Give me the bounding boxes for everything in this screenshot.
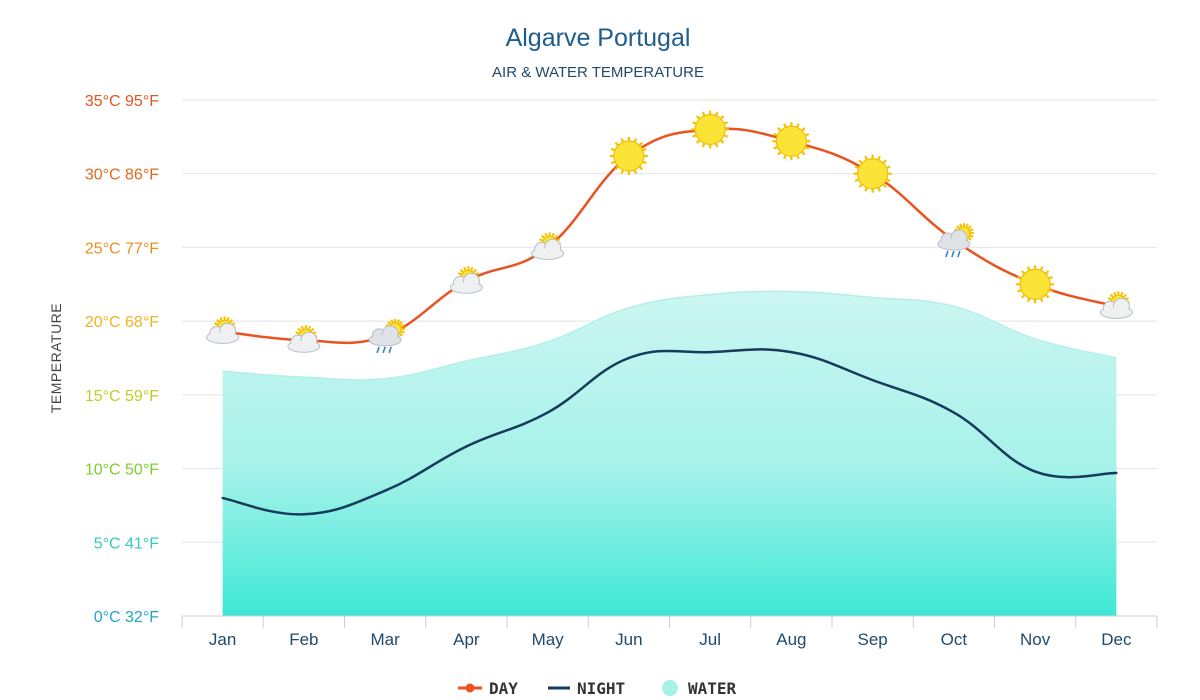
- rain-cloud-icon: [937, 223, 974, 258]
- sun-disc: [613, 140, 645, 172]
- night-point: [627, 356, 631, 360]
- sun-disc: [775, 125, 807, 157]
- legend-day: DAY: [458, 679, 518, 698]
- night-point: [871, 378, 874, 382]
- rain-drop: [388, 346, 392, 354]
- x-axis: [181, 615, 1158, 628]
- x-tick-label: Feb: [289, 630, 318, 649]
- y-tick-label: 20°C 68°F: [85, 314, 159, 331]
- cloud-fill: [1101, 307, 1132, 318]
- rain-drop: [951, 250, 955, 258]
- water-series: [222, 290, 1117, 616]
- night-point: [952, 411, 956, 414]
- y-tick-label: 10°C 50°F: [85, 462, 159, 479]
- sun-cloud-icon: [531, 232, 565, 260]
- weather-icons: [206, 110, 1133, 354]
- legend-water-marker: [662, 680, 678, 696]
- x-tick-label: Apr: [453, 630, 480, 649]
- cloud-fill: [288, 341, 319, 352]
- sun-disc: [857, 158, 889, 190]
- chart-subtitle: AIR & WATER TEMPERATURE: [492, 64, 704, 81]
- night-point: [708, 350, 712, 354]
- rain-drop: [376, 346, 380, 354]
- y-axis-ticks: 35°C 95°F 30°C 86°F 25°C 77°F 20°C 68°F 15°C…: [85, 93, 159, 626]
- sun-icon: [1016, 265, 1055, 304]
- y-axis-label: TEMPERATURE: [48, 303, 64, 413]
- y-tick-label: 30°C 86°F: [85, 167, 159, 184]
- sun-disc: [1019, 268, 1051, 300]
- sun-disc: [694, 113, 726, 146]
- x-tick-label: May: [532, 630, 565, 649]
- legend-night: NIGHT: [548, 679, 625, 698]
- x-tick-label: Jan: [209, 630, 236, 649]
- night-point: [1115, 471, 1118, 475]
- night-point: [1033, 470, 1037, 473]
- rain-drop: [382, 346, 386, 354]
- water-line: [222, 290, 1117, 381]
- night-point: [465, 445, 468, 448]
- cloud-fill: [532, 248, 563, 259]
- legend-night-label: NIGHT: [577, 679, 625, 698]
- cloud-fill: [207, 332, 238, 343]
- x-axis-ticks: Jan Feb Mar Apr May Jun Jul Aug Sep Oct Nov Dec: [209, 630, 1132, 649]
- sun-icon: [609, 137, 648, 176]
- sun-cloud-icon: [287, 325, 321, 353]
- night-point: [546, 411, 549, 414]
- night-point: [221, 496, 224, 500]
- sun-cloud-icon: [206, 316, 240, 344]
- legend: DAY NIGHT WATER: [458, 679, 737, 698]
- legend-water-label: WATER: [688, 679, 737, 698]
- y-tick-label: 15°C 59°F: [85, 388, 159, 405]
- x-tick-label: Jun: [615, 630, 642, 649]
- y-tick-label: 25°C 77°F: [85, 240, 159, 257]
- night-point: [790, 350, 793, 354]
- x-tick-label: Oct: [941, 630, 968, 649]
- cloud-fill: [938, 239, 969, 250]
- x-tick-label: Aug: [776, 630, 806, 649]
- x-tick-label: Sep: [858, 630, 888, 649]
- y-tick-label: 35°C 95°F: [85, 93, 159, 110]
- night-point: [302, 513, 306, 516]
- legend-day-label: DAY: [489, 679, 518, 698]
- night-series: [221, 348, 1118, 516]
- legend-water: WATER: [662, 679, 737, 698]
- cloud-fill: [370, 334, 401, 345]
- sun-icon: [772, 122, 811, 161]
- night-line: [222, 348, 1117, 516]
- chart-title: Algarve Portugal: [506, 24, 691, 52]
- sun-cloud-icon: [1099, 291, 1133, 319]
- cloud-fill: [451, 282, 482, 293]
- y-tick-label: 0°C 32°F: [94, 609, 159, 626]
- sun-icon: [691, 110, 730, 149]
- x-tick-label: Mar: [370, 630, 400, 649]
- night-point: [383, 489, 387, 492]
- legend-day-marker: [465, 683, 475, 693]
- rain-drop: [945, 250, 949, 258]
- rain-cloud-icon: [368, 318, 406, 354]
- rain-drop: [957, 250, 961, 258]
- sun-cloud-icon: [449, 266, 483, 294]
- x-tick-label: Nov: [1020, 630, 1051, 649]
- water-area: [222, 291, 1117, 616]
- sun-icon: [853, 154, 892, 193]
- y-tick-label: 5°C 41°F: [94, 535, 159, 552]
- x-tick-label: Jul: [699, 630, 721, 649]
- x-tick-label: Dec: [1101, 630, 1132, 649]
